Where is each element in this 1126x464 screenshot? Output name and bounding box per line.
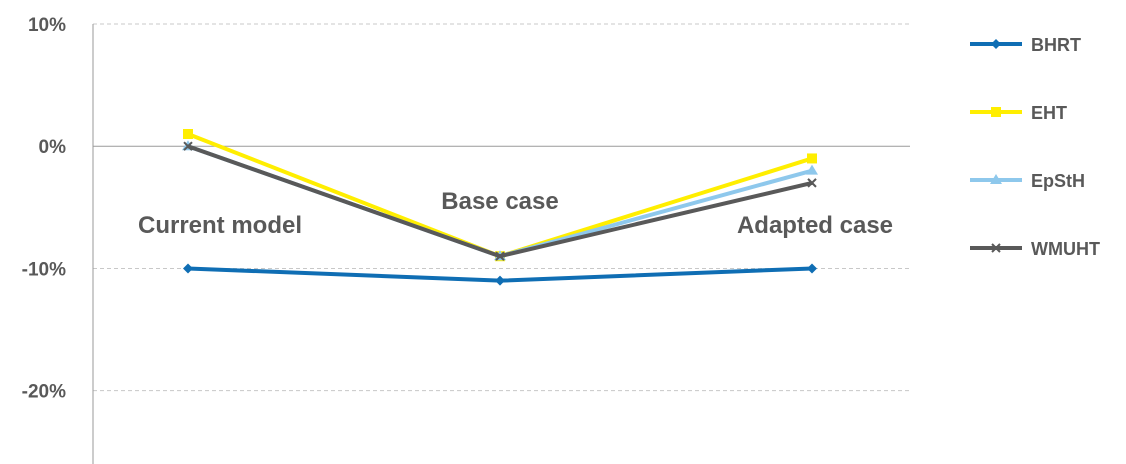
category-labels: Current model Base case Adapted case — [138, 188, 893, 239]
data-point-diamond — [495, 275, 505, 286]
x-stroke — [183, 141, 193, 151]
legend-label: EHT — [1031, 103, 1067, 123]
data-point-x — [991, 243, 1001, 253]
x-stroke — [991, 243, 1001, 253]
y-tick-label: -10% — [22, 259, 66, 280]
y-axis-tick-labels: 10% 0% -10% -20% — [22, 15, 66, 403]
x-stroke — [495, 251, 505, 261]
category-label: Adapted case — [737, 212, 893, 239]
y-tick-label: 10% — [28, 15, 66, 36]
data-point-triangle — [806, 164, 818, 175]
legend-item-bhrt: BHRT — [970, 35, 1081, 55]
x-stroke — [807, 178, 817, 188]
legend-item-eht: EHT — [970, 103, 1067, 123]
data-point-x — [807, 178, 817, 188]
legend-label: BHRT — [1031, 35, 1081, 55]
data-point-diamond — [183, 263, 193, 274]
series-bhrt — [183, 263, 817, 286]
legend: BHRT EHT EpStH WMUHT — [970, 35, 1100, 259]
y-tick-label: 0% — [39, 137, 67, 158]
legend-item-wmuht: WMUHT — [970, 239, 1100, 259]
legend-item-epsth: EpStH — [970, 171, 1085, 191]
y-tick-label: -20% — [22, 382, 66, 403]
data-point-diamond — [807, 263, 817, 274]
legend-label: EpStH — [1031, 171, 1085, 191]
category-label: Current model — [138, 212, 302, 239]
data-point-square — [807, 153, 817, 164]
category-label: Base case — [441, 188, 558, 215]
data-point-square — [183, 129, 193, 139]
data-point-x — [183, 141, 193, 151]
data-point-triangle — [990, 174, 1002, 184]
legend-label: WMUHT — [1031, 239, 1100, 259]
data-point-square — [991, 107, 1001, 117]
data-point-x — [495, 251, 505, 261]
data-point-diamond — [991, 39, 1001, 49]
series-lines — [182, 129, 818, 286]
series-wmuht — [183, 141, 817, 261]
